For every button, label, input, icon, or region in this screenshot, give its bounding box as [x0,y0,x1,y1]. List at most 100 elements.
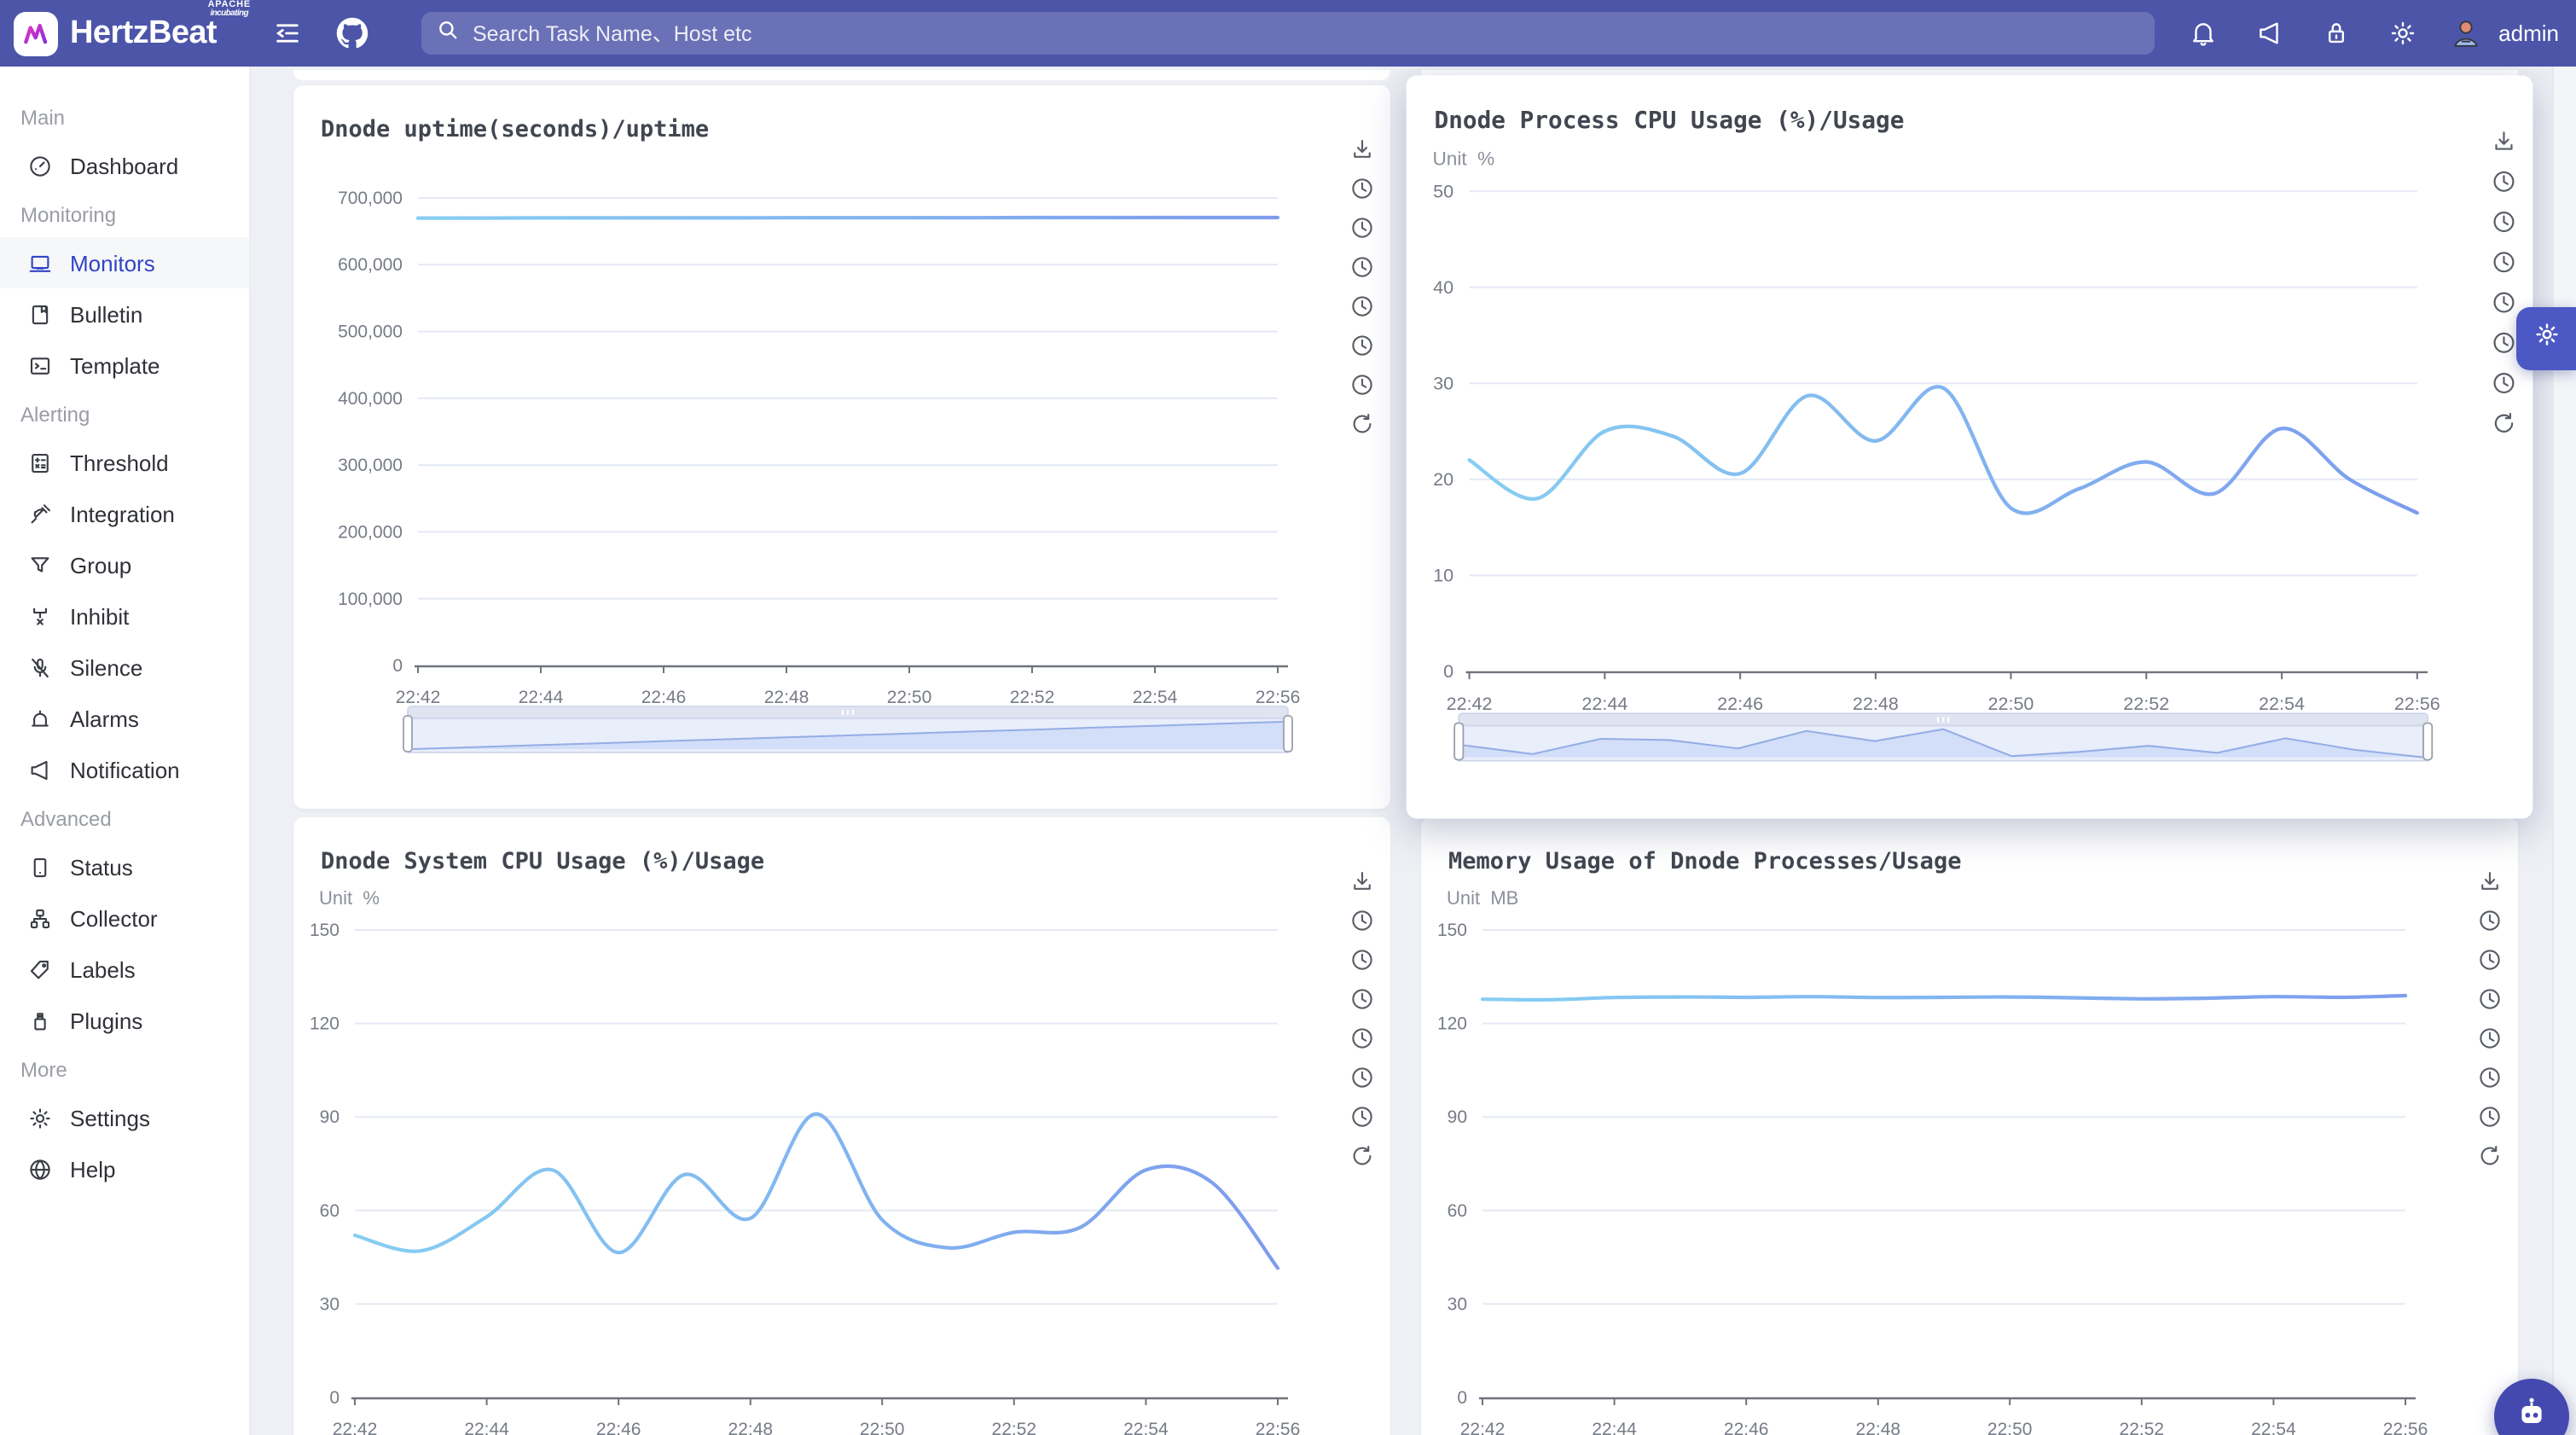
clock-icon[interactable] [2477,1065,2503,1090]
notification-icon [26,756,53,783]
sidebar-item-template[interactable]: Template [0,340,249,391]
chart-canvas[interactable]: 0 100,000 200,000 300,000 400,000 500,000 600,… [293,85,1390,809]
sidebar-item-inhibit[interactable]: Inhibit [0,590,249,642]
sidebar-item-bulletin[interactable]: Bulletin [0,288,249,340]
sidebar-section-alerting: Alerting [20,402,90,426]
theme-settings-fab[interactable] [2516,307,2576,370]
chart-title: Dnode Process CPU Usage (%)/Usage [1434,107,1905,136]
download-icon[interactable] [1349,137,1375,162]
chart-canvas[interactable]: 0 30 60 90 120 150 22:42 22:44 22:46 22:48 22:50 22… [1421,817,2518,1435]
clock-icon[interactable] [2491,249,2517,276]
clock-icon[interactable] [2491,370,2517,397]
sidebar-item-label: Silence [70,654,143,680]
search-input[interactable] [469,20,2139,47]
search-icon [437,18,459,49]
clock-icon[interactable] [1349,372,1375,398]
refresh-icon[interactable] [1349,411,1375,437]
refresh-icon[interactable] [1349,1143,1375,1169]
sidebar-item-label: Integration [70,501,175,526]
refresh-icon[interactable] [2491,410,2517,437]
sidebar-item-label: Alarms [70,706,139,731]
bell-icon[interactable] [2178,8,2229,59]
clock-icon[interactable] [2477,908,2503,933]
clock-icon[interactable] [1349,333,1375,358]
sidebar-item-silence[interactable]: Silence [0,642,249,693]
sidebar-item-label: Monitors [70,250,155,276]
sidebar-item-collector[interactable]: Collector [0,892,249,944]
refresh-icon[interactable] [2477,1143,2503,1169]
sidebar-item-labels[interactable]: Labels [0,944,249,995]
clock-icon[interactable] [1349,1025,1375,1051]
group-icon [26,551,53,578]
svg-text:22:50: 22:50 [860,1420,905,1435]
clock-icon[interactable] [1349,215,1375,241]
clock-icon[interactable] [2491,289,2517,316]
brand-title[interactable]: HertzBeat APACHE incubating [70,0,250,52]
hertzbeat-logo-icon[interactable] [14,11,58,55]
download-icon[interactable] [2491,128,2517,154]
clock-icon[interactable] [1349,293,1375,319]
clock-icon[interactable] [2491,329,2517,356]
plugins-icon [26,1007,53,1034]
announcement-icon[interactable] [2244,8,2295,59]
scrollbar[interactable] [2552,67,2576,1435]
chart-canvas[interactable]: 0 10 20 30 40 50 22:42 22:44 22:46 22:48 22:50 22:5… [1407,76,2533,819]
svg-text:30: 30 [1433,372,1453,393]
clock-icon[interactable] [1349,176,1375,201]
github-icon[interactable] [326,8,377,59]
clock-icon[interactable] [1349,254,1375,280]
svg-text:22:44: 22:44 [519,688,564,707]
clock-icon[interactable] [2477,1104,2503,1130]
sidebar-item-threshold[interactable]: Threshold [0,437,249,488]
sidebar-item-settings[interactable]: Settings [0,1092,249,1143]
svg-text:22:50: 22:50 [887,688,932,707]
clock-icon[interactable] [1349,908,1375,933]
download-icon[interactable] [1349,869,1375,894]
chart-canvas[interactable]: 0 30 60 90 120 150 22:42 22:44 22:46 22:48 22:50 22… [293,817,1390,1435]
sidebar-item-group[interactable]: Group [0,539,249,590]
sidebar-item-plugins[interactable]: Plugins [0,995,249,1046]
svg-text:10: 10 [1433,565,1453,586]
clock-icon[interactable] [1349,1104,1375,1130]
username[interactable]: admin [2498,20,2559,46]
chart-card-process-cpu: Dnode Process CPU Usage (%)/Usage Unit %… [1406,75,2533,819]
avatar[interactable] [2440,8,2492,59]
sidebar-item-monitors[interactable]: Monitors [0,237,249,288]
previous-row-card-sliver [293,70,1390,80]
sidebar-item-label: Inhibit [70,603,130,629]
sidebar-item-label: Settings [70,1105,150,1130]
sidebar: Main Dashboard Monitoring Monitors Bulletin T… [0,67,251,1435]
download-icon[interactable] [2477,869,2503,894]
chart-unit-label: Unit % [319,889,380,909]
clock-icon[interactable] [1349,947,1375,973]
lock-icon[interactable] [2311,8,2362,59]
svg-text:22:46: 22:46 [1717,693,1763,714]
svg-text:22:42: 22:42 [333,1420,378,1435]
svg-text:22:56: 22:56 [1256,688,1301,707]
globe-icon [26,1155,53,1182]
sidebar-item-alarms[interactable]: Alarms [0,693,249,744]
chart-title: Memory Usage of Dnode Processes/Usage [1448,848,1962,875]
robot-icon [2511,1391,2552,1435]
sidebar-item-integration[interactable]: Integration [0,488,249,539]
sidebar-item-label: Notification [70,757,180,782]
gear-icon[interactable] [2377,8,2428,59]
sidebar-item-label: Plugins [70,1008,143,1033]
clock-icon[interactable] [2477,947,2503,973]
global-search [421,12,2155,55]
clock-icon[interactable] [2491,168,2517,195]
clock-icon[interactable] [2491,209,2517,235]
clock-icon[interactable] [1349,1065,1375,1090]
clock-icon[interactable] [2477,986,2503,1012]
sidebar-item-notification[interactable]: Notification [0,744,249,795]
alarms-icon [26,705,53,732]
ai-assistant-fab[interactable] [2494,1379,2569,1435]
sidebar-item-dashboard[interactable]: Dashboard [0,140,249,191]
clock-icon[interactable] [1349,986,1375,1012]
svg-text:22:42: 22:42 [1460,1420,1506,1435]
sidebar-item-help[interactable]: Help [0,1143,249,1194]
svg-text:90: 90 [1448,1107,1467,1127]
sidebar-item-status[interactable]: Status [0,841,249,892]
menu-fold-icon[interactable] [261,8,312,59]
clock-icon[interactable] [2477,1025,2503,1051]
